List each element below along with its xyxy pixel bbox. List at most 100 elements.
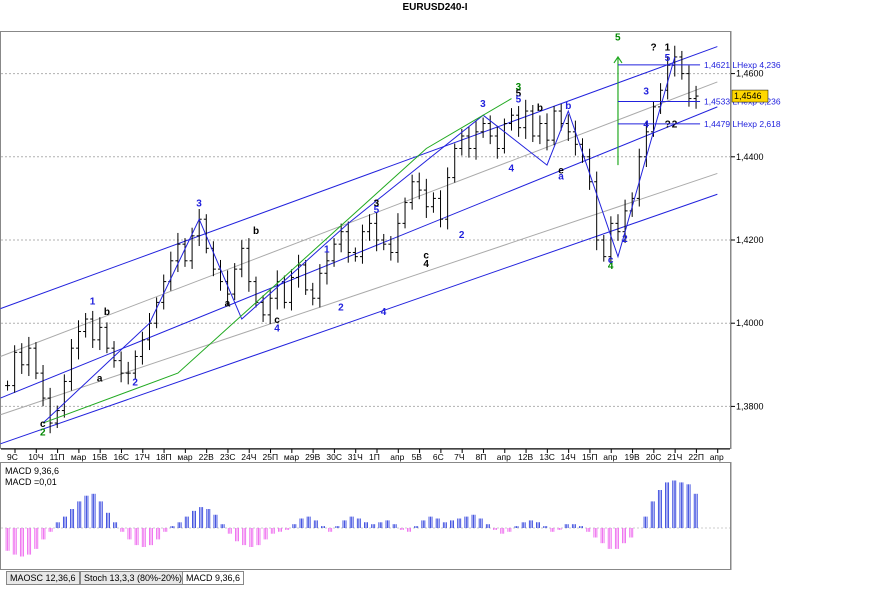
ohlc-bar xyxy=(12,345,18,393)
wave-label: 5 xyxy=(665,53,671,64)
x-tick-label: 21Ч xyxy=(667,452,682,462)
ohlc-bar xyxy=(317,264,323,308)
ohlc-bar xyxy=(530,105,536,143)
ohlc-bar xyxy=(139,331,145,365)
x-tick-label: апр xyxy=(497,452,511,462)
ohlc-bar xyxy=(601,235,607,262)
wave-label: c xyxy=(608,255,614,266)
ohlc-bar xyxy=(345,221,351,263)
macd-plot-area xyxy=(0,462,731,570)
x-tick-label: 6С xyxy=(433,452,444,462)
x-tick-label: 30С xyxy=(326,452,342,462)
x-tick-label: 22В xyxy=(199,452,214,462)
ohlc-bar xyxy=(374,212,380,252)
x-tick-label: 15В xyxy=(92,452,107,462)
ohlc-bar xyxy=(5,380,11,391)
ohlc-bar xyxy=(303,259,309,295)
x-tick-label: 22П xyxy=(688,452,704,462)
x-tick-label: 19В xyxy=(625,452,640,462)
ohlc-bar xyxy=(352,247,358,262)
ohlc-bar xyxy=(246,238,252,292)
expansion-label: 1,4479 LHexp 2,618 xyxy=(704,119,781,129)
ohlc-bar xyxy=(494,125,500,159)
ohlc-bar xyxy=(324,249,330,285)
x-tick-label: 20С xyxy=(646,452,662,462)
wave-label: 2 xyxy=(672,120,678,131)
ohlc-bar xyxy=(608,216,614,264)
ohlc-bar xyxy=(594,171,600,251)
wave-label: 1 xyxy=(665,43,671,54)
current-price-box xyxy=(731,89,769,103)
wave-label: 3 xyxy=(196,199,202,210)
ohlc-bar xyxy=(565,114,571,141)
ohlc-bar xyxy=(430,192,436,213)
ohlc-bar xyxy=(118,351,124,383)
wave-label: e xyxy=(558,165,564,176)
ohlc-bar xyxy=(19,343,25,374)
wave-label: ? xyxy=(665,120,671,131)
chart-title: EURUSD240-I xyxy=(402,2,468,13)
x-tick-label: 9С xyxy=(7,452,18,462)
wave-label: 3 xyxy=(516,82,522,93)
ohlc-bar xyxy=(239,240,245,278)
ohlc-bar xyxy=(359,224,365,264)
tab-macd[interactable]: MACD 9,36,6 xyxy=(182,571,245,585)
wave-label: 2 xyxy=(40,428,46,439)
wave-label: 1 xyxy=(90,296,96,307)
ohlc-bar xyxy=(90,310,96,348)
ohlc-bar xyxy=(203,214,209,254)
tab-stoch[interactable]: Stoch 13,3,3 (80%-20%) xyxy=(80,571,187,585)
wave-label: 2 xyxy=(338,303,344,314)
ohlc-bar xyxy=(445,167,451,230)
wave-label: 1 xyxy=(324,244,330,255)
ohlc-bar xyxy=(501,118,507,154)
x-tick-label: 5В xyxy=(412,452,423,462)
channel-line xyxy=(0,81,718,357)
ohlc-bar xyxy=(33,342,39,380)
x-tick-label: апр xyxy=(390,452,404,462)
ohlc-bar xyxy=(587,148,593,190)
x-tick-label: 24Ч xyxy=(241,452,256,462)
x-tick-label: мар xyxy=(71,452,87,462)
wave-label: c xyxy=(274,315,280,326)
wave-label: 4 xyxy=(274,324,280,335)
wave-line-green xyxy=(42,98,512,424)
ohlc-bar xyxy=(693,85,699,109)
wave-label: 2 xyxy=(132,378,138,389)
ohlc-bar xyxy=(473,120,479,160)
x-tick-label: 23С xyxy=(220,452,236,462)
tab-maosc[interactable]: MAOSC 12,36,6 xyxy=(6,571,80,585)
ohlc-bar xyxy=(551,106,557,146)
y-tick-label: 1,4000 xyxy=(736,318,764,328)
ohlc-bar xyxy=(466,126,472,158)
wave-label: 2 xyxy=(459,230,465,241)
ohlc-bar xyxy=(175,232,181,273)
wave-label: 4 xyxy=(381,307,387,318)
ohlc-bar xyxy=(409,174,415,210)
ohlc-bar xyxy=(40,365,46,407)
wave-label: 4 xyxy=(608,261,614,272)
ohlc-bar xyxy=(232,263,238,301)
ohlc-bar xyxy=(636,148,642,207)
macd-value-label: MACD =0,01 xyxy=(5,477,57,487)
wave-label: b xyxy=(253,226,259,237)
wave-label: a xyxy=(97,373,103,384)
x-tick-label: апр xyxy=(710,452,724,462)
ohlc-bar xyxy=(480,117,486,138)
ohlc-bar xyxy=(97,317,103,351)
wave-label: 3 xyxy=(643,86,649,97)
wave-label: 5 xyxy=(615,32,621,43)
macd-params-label: MACD 9,36,6 xyxy=(5,466,60,476)
channel-line xyxy=(0,46,718,310)
expansion-label: 1,4621 LHexp 4,236 xyxy=(704,60,781,70)
wave-label: 4 xyxy=(643,120,649,131)
ohlc-bar xyxy=(182,238,188,267)
ohlc-bar xyxy=(288,269,294,311)
channel-line xyxy=(0,193,718,445)
y-tick-label: 1,4200 xyxy=(736,235,764,245)
target-arrow-head xyxy=(613,55,623,64)
channel-line xyxy=(0,172,718,416)
ohlc-bar xyxy=(125,361,131,385)
